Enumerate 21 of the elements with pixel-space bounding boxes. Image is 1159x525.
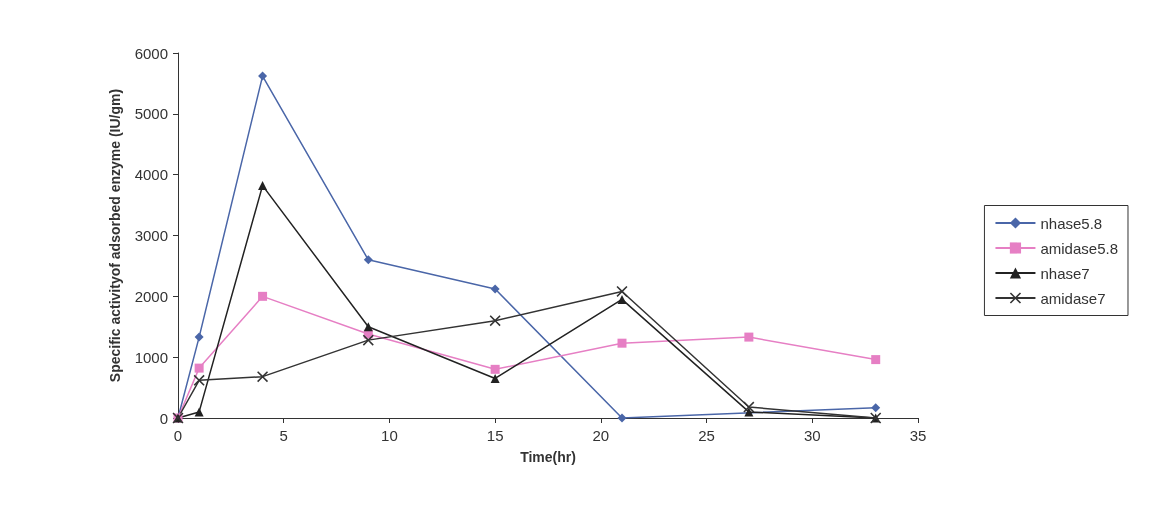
x-tick-label: 0 — [173, 427, 183, 444]
x-tick-label: 30 — [803, 427, 821, 444]
x-tick-label: 5 — [279, 427, 288, 444]
y-tick-label: 1000 — [134, 348, 168, 366]
legend-label: nhase7 — [1040, 264, 1090, 282]
x-axis-title: Time(hr) — [520, 449, 576, 465]
y-tick-label: 5000 — [134, 105, 168, 123]
x-tick-label: 10 — [381, 427, 398, 444]
y-tick-label: 6000 — [134, 44, 168, 62]
legend-label: nhase5.8 — [1040, 214, 1103, 232]
x-tick-label: 25 — [698, 427, 715, 444]
legend-label: amidase7 — [1040, 289, 1106, 307]
y-tick-label: 4000 — [134, 166, 168, 184]
legend-label: amidase5.8 — [1040, 239, 1119, 257]
x-tick-label: 20 — [592, 427, 610, 444]
y-tick-label: 3000 — [134, 227, 168, 244]
y-tick-label: 0 — [159, 409, 168, 427]
x-tick-label: 15 — [486, 427, 504, 444]
y-axis-title: Specific activityof adsorbed enzyme (IU/gm) — [106, 88, 123, 383]
x-tick-label: 35 — [909, 427, 927, 444]
y-tick-label: 2000 — [134, 287, 168, 305]
